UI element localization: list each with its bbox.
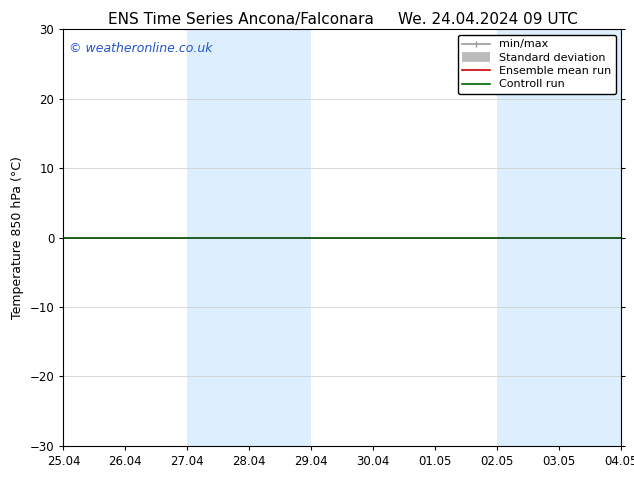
Legend: min/max, Standard deviation, Ensemble mean run, Controll run: min/max, Standard deviation, Ensemble me… bbox=[458, 35, 616, 94]
Bar bbox=[497, 29, 621, 446]
Text: © weatheronline.co.uk: © weatheronline.co.uk bbox=[69, 42, 212, 55]
Bar bbox=[188, 29, 311, 446]
Text: We. 24.04.2024 09 UTC: We. 24.04.2024 09 UTC bbox=[398, 12, 578, 27]
Y-axis label: Temperature 850 hPa (°C): Temperature 850 hPa (°C) bbox=[11, 156, 24, 319]
Text: ENS Time Series Ancona/Falconara: ENS Time Series Ancona/Falconara bbox=[108, 12, 374, 27]
